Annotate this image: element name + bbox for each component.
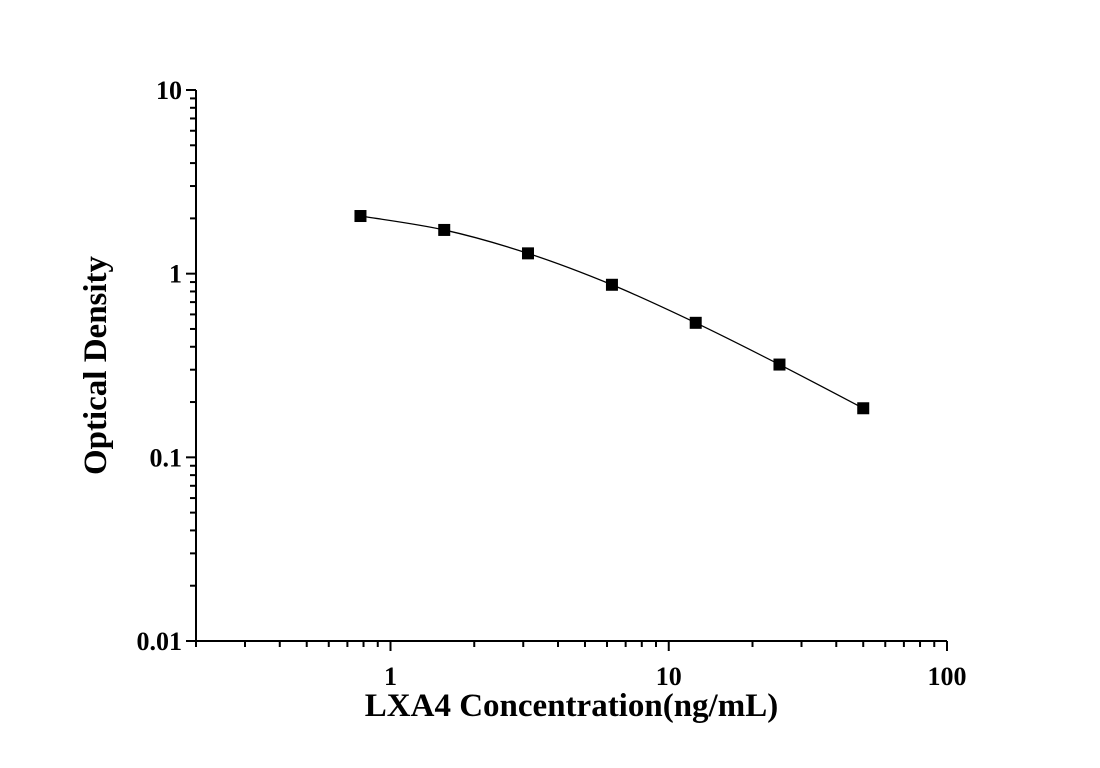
y-tick-label: 10 bbox=[156, 76, 182, 105]
x-tick-label: 1 bbox=[384, 662, 397, 691]
data-point bbox=[773, 358, 786, 371]
y-tick-label: 0.01 bbox=[137, 627, 183, 656]
x-tick-label: 10 bbox=[656, 662, 682, 691]
data-point bbox=[689, 316, 702, 329]
y-axis-title: Optical Density bbox=[78, 255, 114, 475]
data-point bbox=[605, 278, 618, 291]
data-point-markers bbox=[354, 210, 870, 415]
y-axis-ticks: 0.01 0.1 1 10 bbox=[137, 76, 196, 656]
data-point bbox=[521, 247, 534, 260]
y-tick-label: 0.1 bbox=[150, 443, 183, 472]
data-point bbox=[354, 210, 367, 223]
data-point bbox=[857, 402, 870, 415]
axes bbox=[195, 90, 947, 642]
y-tick-label: 1 bbox=[169, 260, 182, 289]
x-axis-title: LXA4 Concentration(ng/mL) bbox=[365, 688, 778, 724]
data-point bbox=[438, 223, 451, 236]
x-axis-ticks: 1 10 100 bbox=[195, 641, 967, 691]
fitted-curve-line bbox=[360, 215, 864, 409]
x-tick-label: 100 bbox=[928, 662, 967, 691]
